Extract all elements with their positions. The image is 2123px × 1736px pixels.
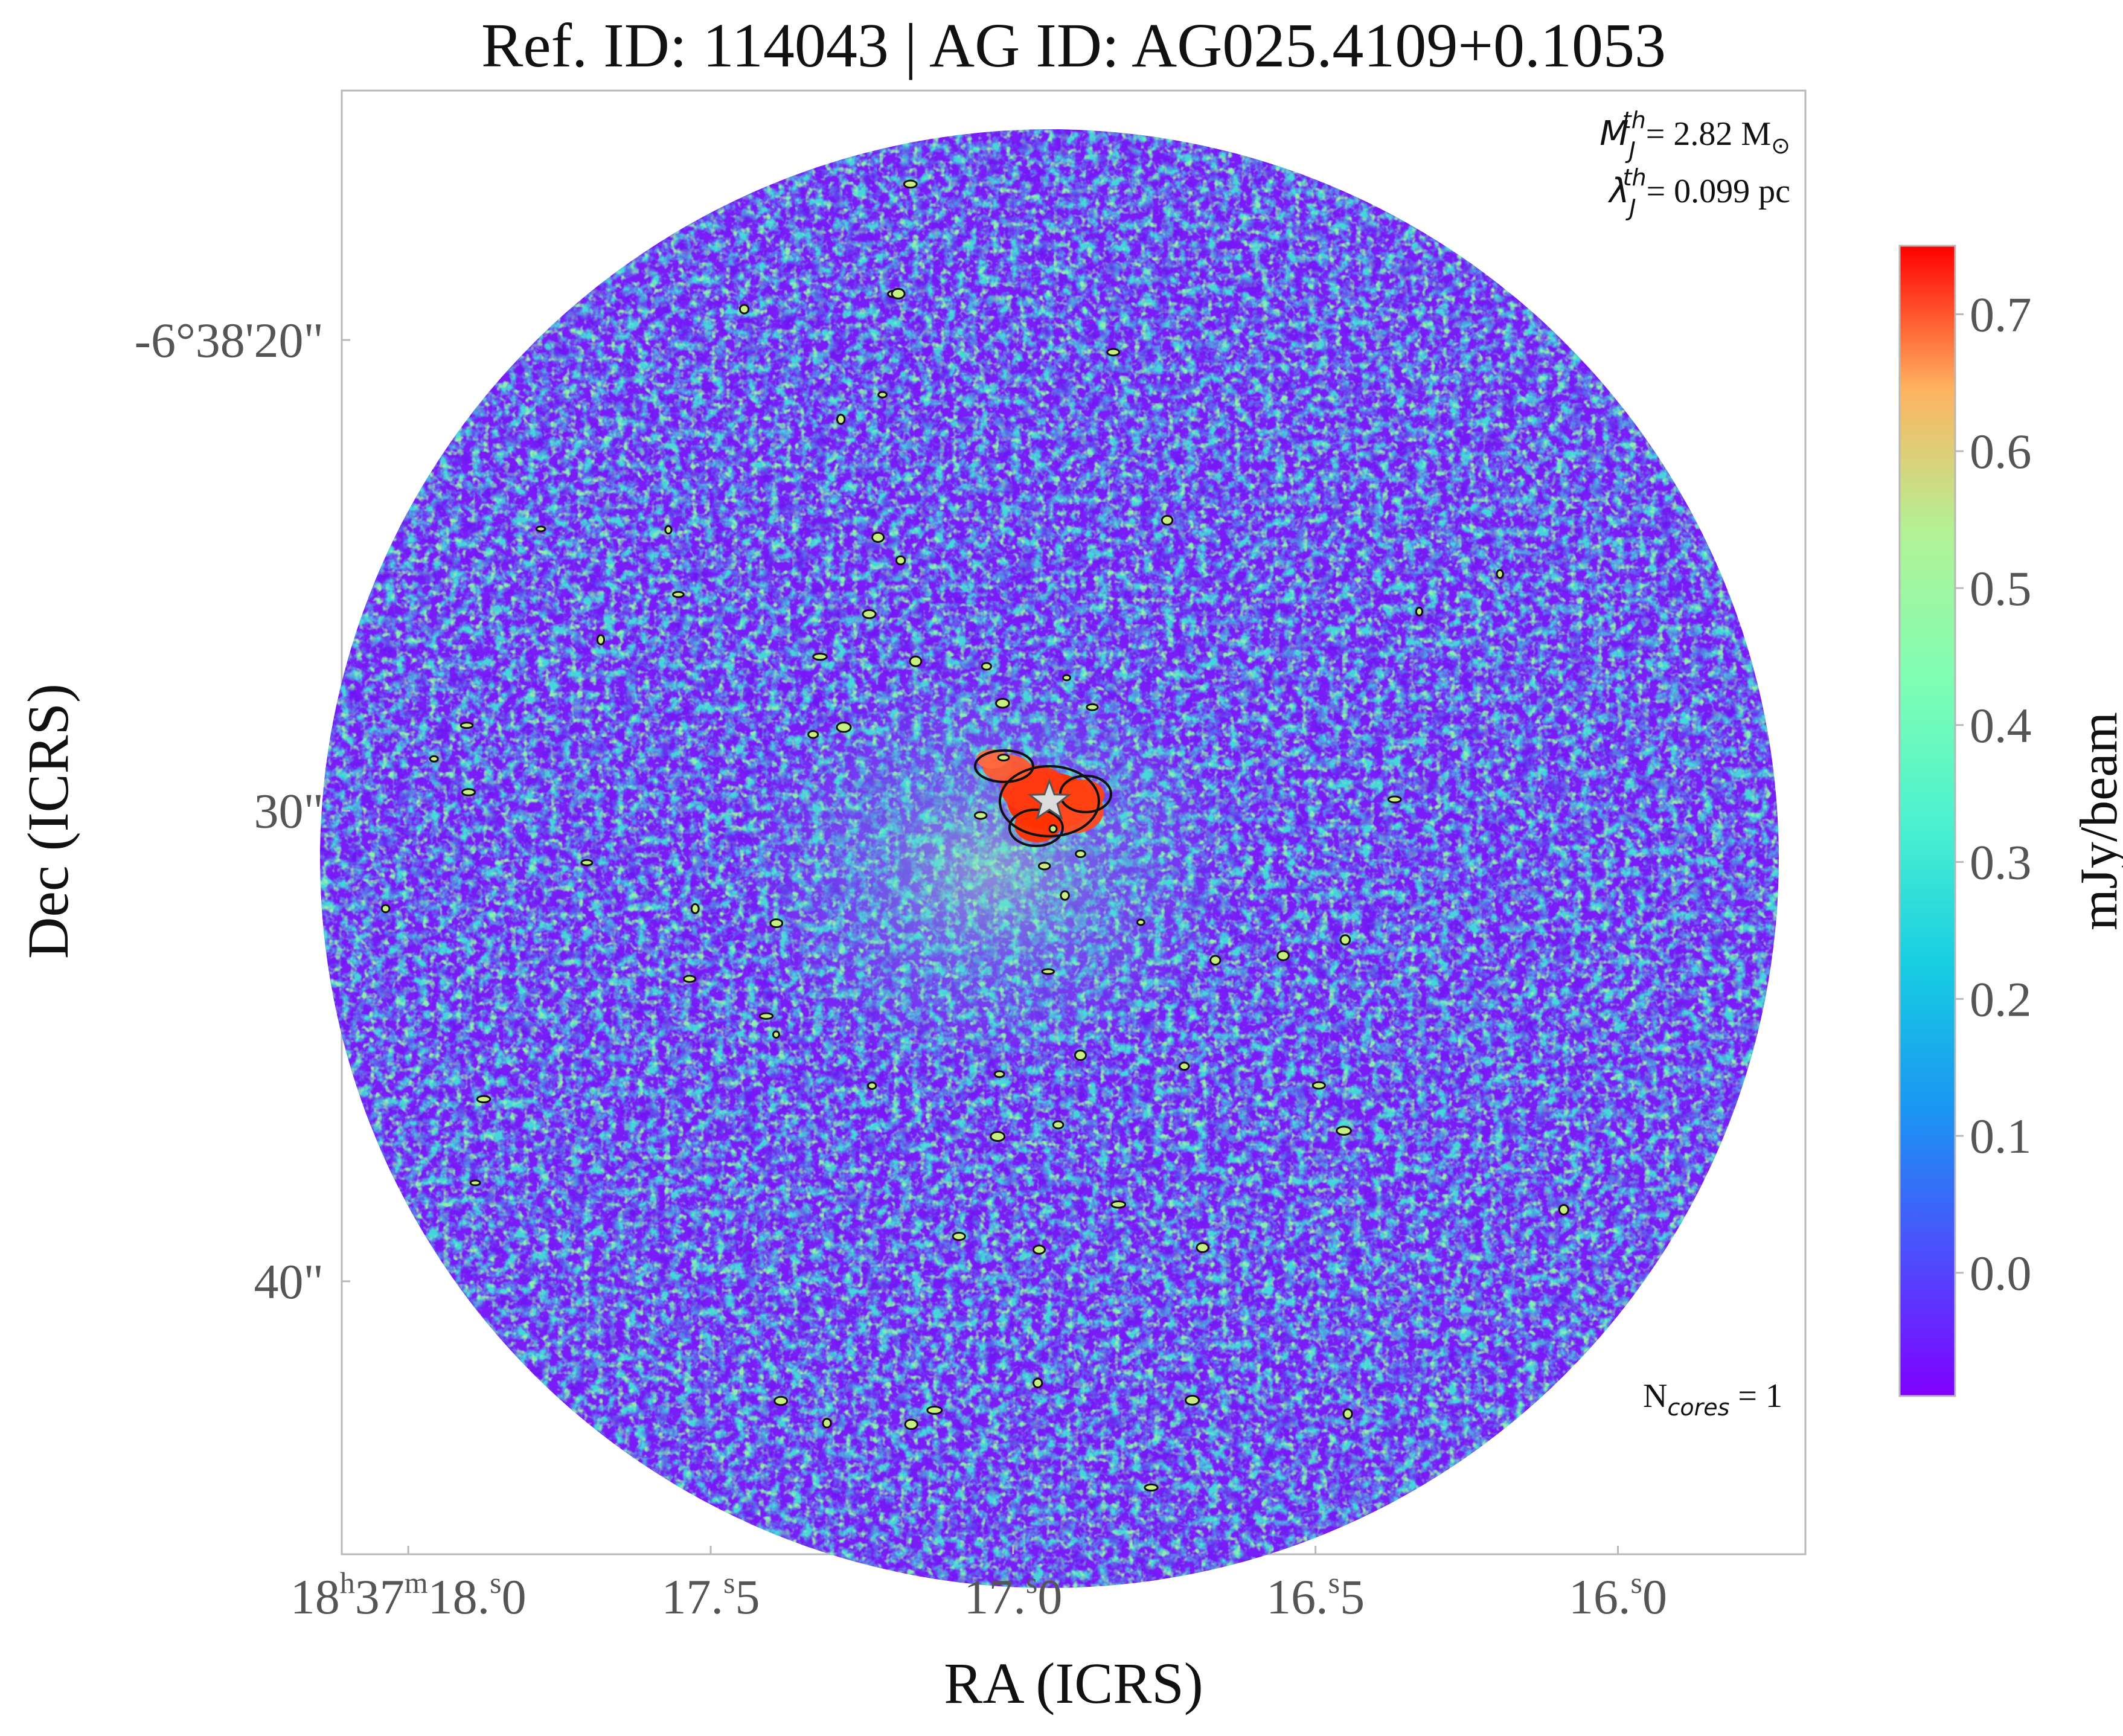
colorbar-ticks: 0.0 0.1 0.2 0.3 0.4 0.5 0.6 0.7 <box>1955 287 2032 1301</box>
intensity-map <box>320 129 1779 1588</box>
jeans-annotations: MJth= 2.82 M⊙ λJth= 0.099 pc Ncores = 1 <box>1599 107 1790 1421</box>
jeans-length-label: λJth= 0.099 pc <box>1607 164 1790 221</box>
y-tick-label-1: 30" <box>254 784 324 839</box>
chart-title: Ref. ID: 114043 | AG ID: AG025.4109+0.10… <box>481 11 1666 80</box>
colorbar: 0.0 0.1 0.2 0.3 0.4 0.5 0.6 0.7 mJy/beam <box>1898 245 2123 1397</box>
colorbar-tick-label-0: 0.0 <box>1970 1246 2032 1301</box>
colorbar-tick-label-7: 0.7 <box>1970 287 2032 342</box>
x-tick-label-2: 17.s0 <box>964 1566 1062 1624</box>
x-tick-label-4: 16.s0 <box>1569 1566 1667 1624</box>
x-axis-label: RA (ICRS) <box>944 1651 1203 1715</box>
colorbar-tick-label-6: 0.6 <box>1970 424 2032 479</box>
colorbar-tick-label-3: 0.3 <box>1970 835 2032 890</box>
x-tick-label-3: 16.s5 <box>1266 1566 1365 1624</box>
colorbar-tick-label-5: 0.5 <box>1970 561 2032 616</box>
colorbar-tick-label-4: 0.4 <box>1970 698 2032 753</box>
y-axis-ticks: -6°38'20" 30" 40" <box>135 313 350 1309</box>
contours <box>380 179 1569 1492</box>
y-tick-label-0: -6°38'20" <box>135 313 324 368</box>
colorbar-gradient <box>1898 245 1956 1397</box>
colorbar-tick-label-2: 0.2 <box>1970 972 2032 1027</box>
y-tick-label-2: 40" <box>254 1254 324 1309</box>
x-tick-label-0: 18h37m18.s0 <box>290 1566 527 1624</box>
x-axis-ticks: 18h37m18.s0 17.s5 17.s0 16.s5 16.s0 <box>290 1546 1667 1624</box>
ncores-label: Ncores = 1 <box>1643 1377 1782 1421</box>
core-star-marker <box>1027 778 1072 820</box>
x-tick-label-1: 17.s5 <box>662 1566 760 1624</box>
colorbar-label: mJy/beam <box>2070 712 2123 930</box>
jeans-mass-label: MJth= 2.82 M⊙ <box>1599 107 1790 164</box>
colorbar-tick-label-1: 0.1 <box>1970 1109 2032 1164</box>
y-axis-label: Dec (ICRS) <box>16 684 80 959</box>
